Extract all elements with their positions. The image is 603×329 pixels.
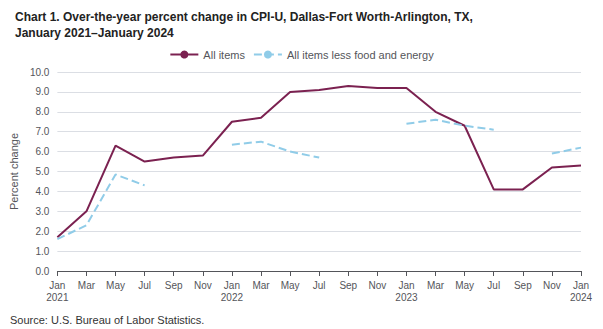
- svg-text:Mar: Mar: [252, 280, 270, 291]
- svg-text:Jan: Jan: [49, 280, 65, 291]
- svg-text:May: May: [455, 280, 474, 291]
- svg-text:Jan: Jan: [224, 280, 240, 291]
- svg-text:Jul: Jul: [487, 280, 500, 291]
- svg-text:Percent change: Percent change: [8, 133, 20, 210]
- svg-text:2.0: 2.0: [35, 226, 49, 237]
- svg-text:Sep: Sep: [165, 280, 183, 291]
- svg-text:Jul: Jul: [138, 280, 151, 291]
- svg-text:4.0: 4.0: [35, 186, 49, 197]
- svg-text:6.0: 6.0: [35, 146, 49, 157]
- svg-text:May: May: [106, 280, 125, 291]
- svg-text:May: May: [281, 280, 300, 291]
- svg-text:3.0: 3.0: [35, 206, 49, 217]
- svg-text:Chart 1. Over-the-year percent: Chart 1. Over-the-year percent change in…: [15, 10, 473, 24]
- svg-text:2021: 2021: [46, 292, 69, 303]
- svg-text:Sep: Sep: [339, 280, 357, 291]
- svg-text:5.0: 5.0: [35, 166, 49, 177]
- svg-text:9.0: 9.0: [35, 86, 49, 97]
- svg-text:Mar: Mar: [427, 280, 445, 291]
- svg-text:Nov: Nov: [368, 280, 386, 291]
- svg-text:Source: U.S. Bureau of Labor S: Source: U.S. Bureau of Labor Statistics.: [10, 314, 204, 326]
- svg-text:January 2021–January 2024: January 2021–January 2024: [15, 26, 174, 40]
- svg-text:Jan: Jan: [398, 280, 414, 291]
- svg-text:2023: 2023: [395, 292, 418, 303]
- svg-text:Jan: Jan: [573, 280, 589, 291]
- svg-text:0.0: 0.0: [35, 266, 49, 277]
- svg-text:2024: 2024: [570, 292, 593, 303]
- svg-text:2022: 2022: [221, 292, 244, 303]
- svg-text:Sep: Sep: [514, 280, 532, 291]
- svg-text:Jul: Jul: [313, 280, 326, 291]
- svg-text:All items: All items: [203, 49, 245, 61]
- svg-text:1.0: 1.0: [35, 246, 49, 257]
- svg-text:10.0: 10.0: [30, 67, 50, 78]
- svg-text:Mar: Mar: [78, 280, 96, 291]
- svg-text:8.0: 8.0: [35, 106, 49, 117]
- svg-text:All items less food and energy: All items less food and energy: [287, 49, 434, 61]
- svg-text:Nov: Nov: [543, 280, 561, 291]
- svg-text:7.0: 7.0: [35, 126, 49, 137]
- svg-text:Nov: Nov: [194, 280, 212, 291]
